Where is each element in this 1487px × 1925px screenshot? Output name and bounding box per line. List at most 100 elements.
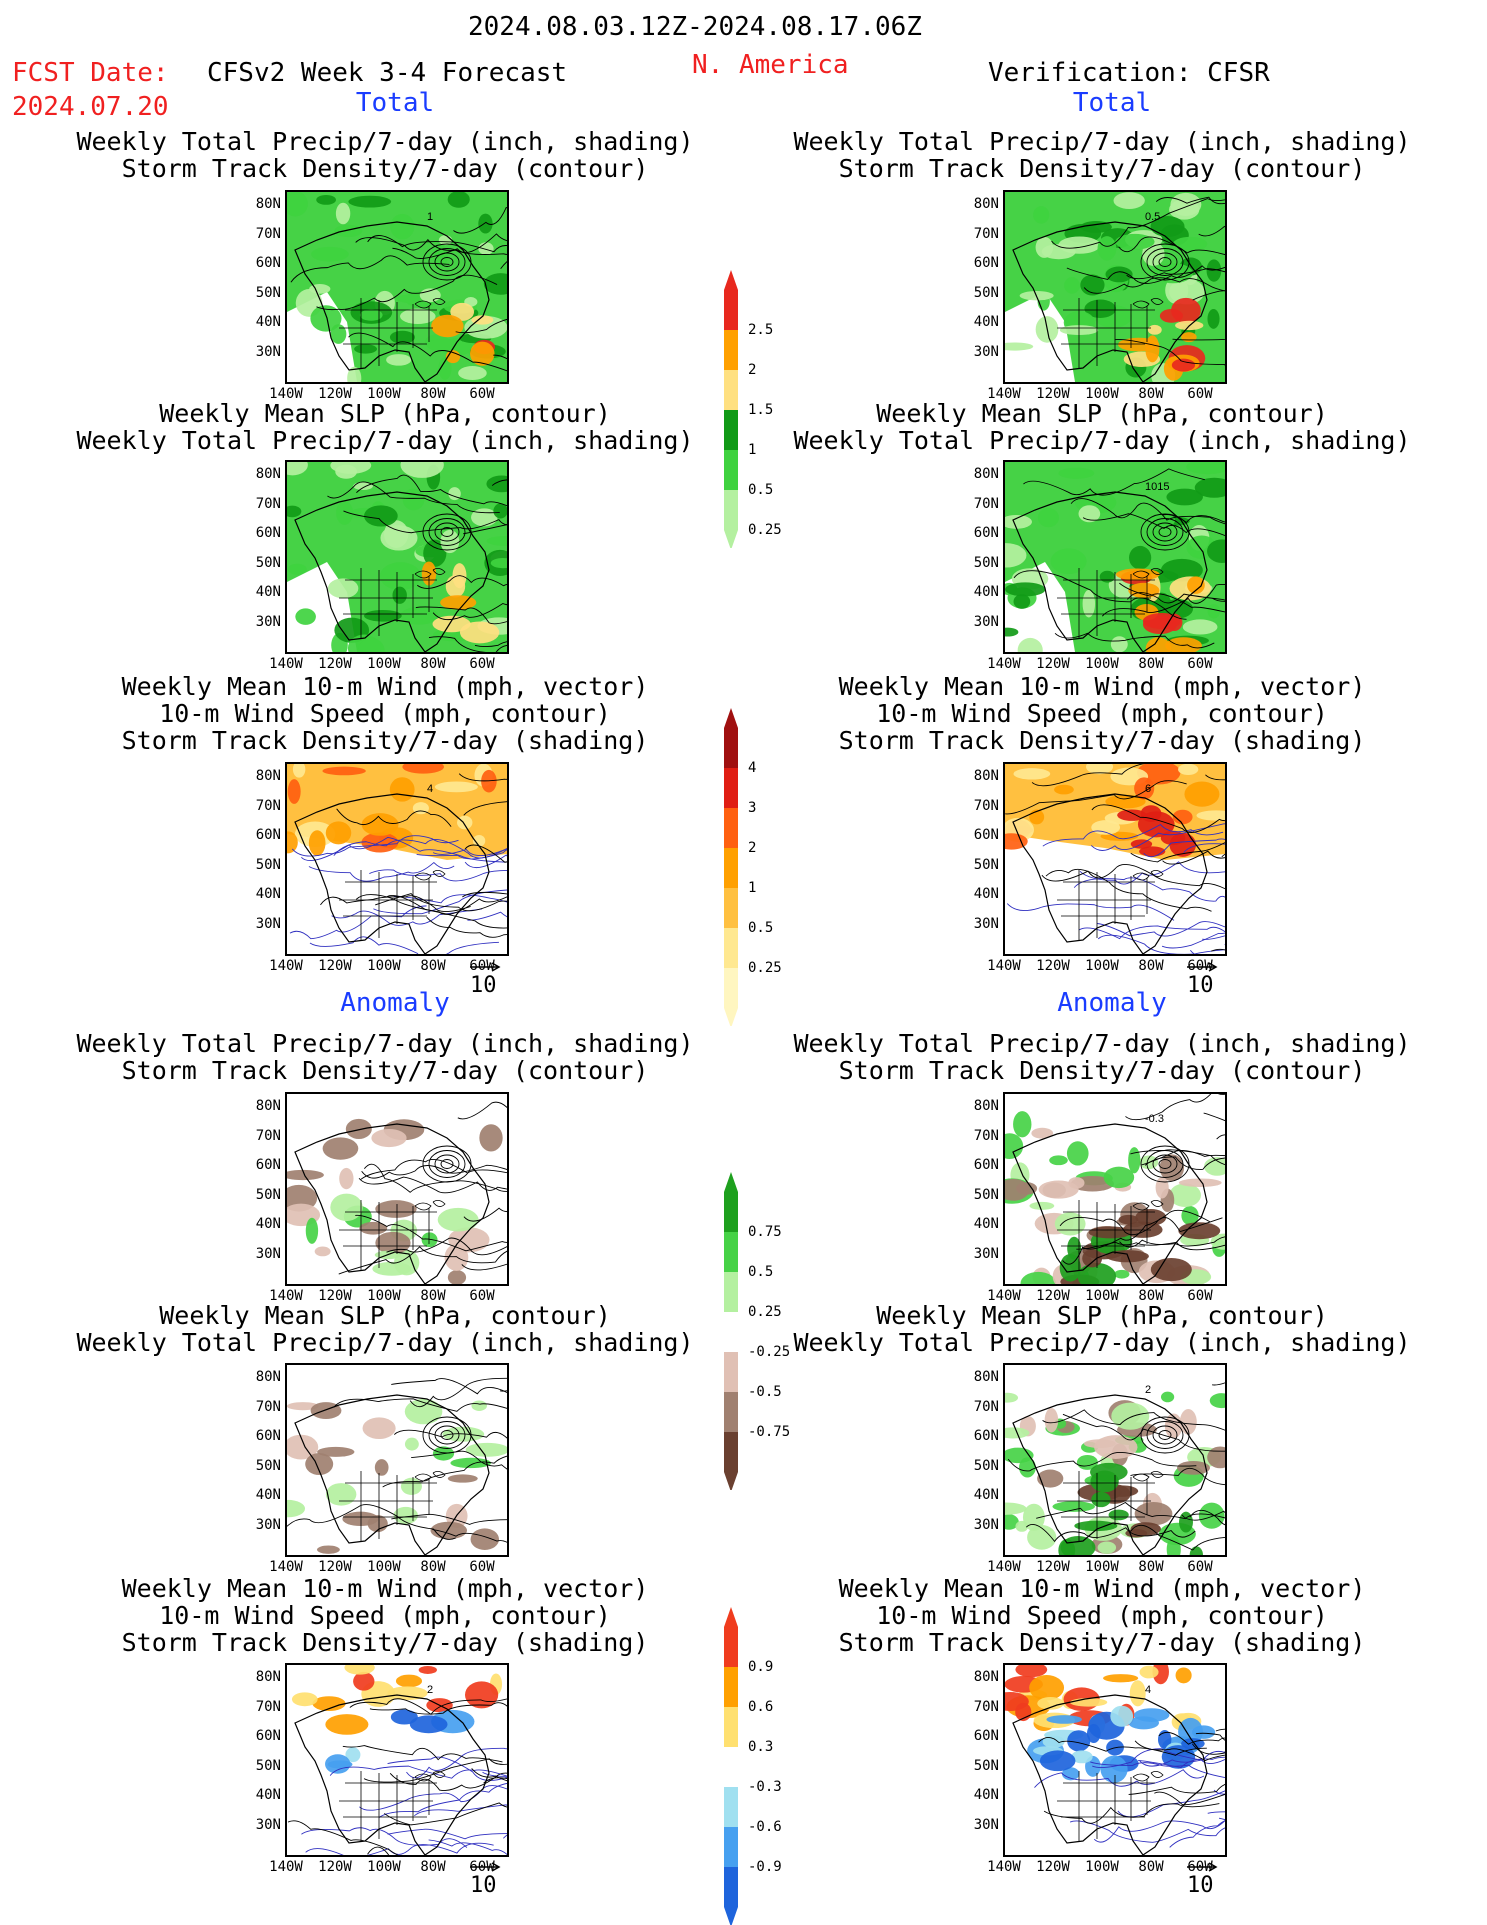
colorbar-label: 0.5 [748,1264,774,1280]
lat-tick-label: 70N [255,1698,281,1715]
colorbar-label: -0.6 [748,1819,782,1835]
lat-tick-label: 60N [973,525,999,541]
lat-tick-label: 80N [255,466,281,482]
lat-tick-label: 50N [973,856,999,873]
lat-tick-label: 30N [255,1816,281,1833]
lon-tick-label: 100W [367,958,401,974]
lat-tick-label: 70N [255,225,281,242]
lat-tick-label: 40N [973,1787,999,1803]
lon-tick-label: 140W [269,386,303,402]
lon-tick-label: 120W [1036,958,1070,974]
lon-tick-label: 80W [1138,1859,1164,1875]
vector-ref-label: 10 [1187,973,1214,998]
lat-tick-label: 30N [973,343,999,360]
lon-tick-label: 120W [318,656,352,672]
fc-anom-precip-title: Weekly Total Precip/7-day (inch, shading… [76,1029,694,1085]
map-panel-svg [287,1094,507,1284]
map-panel-anomwind-10: 2 [285,1663,509,1857]
lon-tick-label: 140W [987,1288,1021,1304]
lon-tick-label: 140W [269,958,303,974]
lon-tick-label: 100W [367,1288,401,1304]
lon-tick-label: 140W [987,1559,1021,1575]
lon-tick-label: 100W [367,656,401,672]
contour-label: 1015 [1145,481,1169,493]
colorbar-label: 4 [748,760,757,776]
verification-total-label: Total [1072,88,1152,118]
contour-label: -0.3 [1145,1113,1164,1125]
lat-tick-label: 80N [255,196,281,212]
vector-ref-label: 10 [1187,1873,1214,1898]
map-panel-svg: 2 [287,1665,507,1855]
map-panel-svg: -0.3 [1005,1094,1225,1284]
lon-tick-label: 80W [1138,656,1164,672]
colorbar-label: 0.25 [748,1304,782,1320]
forecast-anomaly-label: Anomaly [340,988,450,1018]
lat-tick-label: 50N [255,554,281,571]
lat-tick-label: 40N [973,886,999,902]
map-panel-anomprecip-7: -0.3 [1003,1092,1227,1286]
lat-tick-label: 80N [973,196,999,212]
lon-tick-label: 80W [420,386,446,402]
map-panel-anomprecip-6 [285,1092,509,1286]
vr-total-wind-title: Weekly Mean 10-m Wind (mph, vector) 10-m … [838,672,1366,755]
lon-tick-label: 120W [318,386,352,402]
lat-tick-label: 60N [255,1728,281,1744]
lat-tick-label: 80N [973,1369,999,1385]
lon-tick-label: 60W [469,386,495,402]
map-panel-precip-3: 1015 [1003,460,1227,654]
lon-tick-label: 100W [367,1559,401,1575]
map-panel-svg: 4 [287,764,507,954]
lon-tick-label: 80W [1138,1288,1164,1304]
lat-tick-label: 70N [973,1698,999,1715]
colorbar-label: 3 [748,800,757,816]
contour-label: 2 [427,1684,433,1696]
lat-tick-label: 80N [255,1369,281,1385]
map-panel-svg [287,462,507,652]
lon-tick-label: 120W [1036,1288,1070,1304]
lat-tick-label: 60N [973,1157,999,1173]
map-panel-anomprecip-9: 2 [1003,1363,1227,1557]
map-panel-svg [287,1365,507,1555]
map-panel-precip-1: 0.5 [1003,190,1227,384]
fc-anom-slp-title: Weekly Mean SLP (hPa, contour) Weekly Tot… [76,1301,694,1357]
vr-anom-wind-title: Weekly Mean 10-m Wind (mph, vector) 10-m … [838,1574,1366,1657]
lon-tick-label: 80W [420,1559,446,1575]
lon-tick-label: 100W [1085,1288,1119,1304]
colorbar-label: 0.5 [748,482,774,498]
verification-anomaly-label: Anomaly [1057,988,1167,1018]
colorbar-label: -0.75 [748,1424,791,1440]
lat-tick-label: 40N [973,1487,999,1503]
map-panel-svg: 4 [1005,1665,1225,1855]
lon-tick-label: 100W [367,386,401,402]
lat-tick-label: 70N [973,797,999,814]
lat-tick-label: 30N [973,1245,999,1262]
lat-tick-label: 50N [255,1757,281,1774]
fc-total-precip-title: Weekly Total Precip/7-day (inch, shading… [76,127,694,183]
forecast-total-label: Total [355,88,435,118]
lat-tick-label: 50N [255,1457,281,1474]
lat-tick-label: 30N [255,915,281,932]
lat-tick-label: 30N [255,343,281,360]
lon-tick-label: 80W [1138,1559,1164,1575]
colorbar-label: 0.75 [748,1224,782,1240]
lat-tick-label: 50N [255,856,281,873]
map-panel-svg: 1 [287,192,507,382]
lon-tick-label: 60W [1187,1288,1213,1304]
colorbar-label: 1 [748,880,757,896]
lon-tick-label: 80W [420,1288,446,1304]
colorbar-label: -0.9 [748,1859,782,1875]
lon-tick-label: 120W [318,1288,352,1304]
lon-tick-label: 140W [987,386,1021,402]
contour-label: 4 [427,783,433,795]
lat-tick-label: 60N [973,1728,999,1744]
lat-tick-label: 40N [255,1787,281,1803]
lat-tick-label: 50N [973,284,999,301]
fc-total-slp-title: Weekly Mean SLP (hPa, contour) Weekly Tot… [76,399,694,455]
region-title: N. America [692,50,849,80]
lon-tick-label: 140W [987,1859,1021,1875]
map-panel-svg: 6 [1005,764,1225,954]
colorbar-label: -0.3 [748,1779,782,1795]
lon-tick-label: 120W [1036,1559,1070,1575]
colorbar-label: 0.3 [748,1739,774,1755]
lon-tick-label: 60W [1187,1559,1213,1575]
